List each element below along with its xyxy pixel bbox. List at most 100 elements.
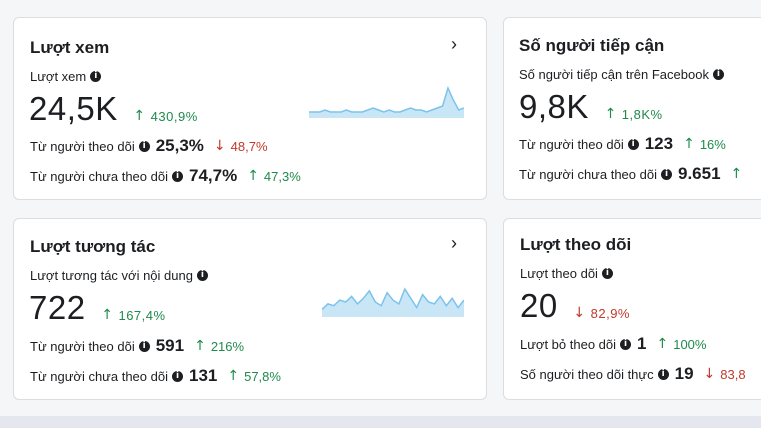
- reach-nonfollowers-value: 9.651: [677, 164, 721, 183]
- interactions-nonfollowers-value: 131: [188, 366, 218, 385]
- info-icon[interactable]: i: [620, 338, 632, 350]
- info-icon[interactable]: i: [171, 370, 183, 382]
- reach-followers-row: Từ người theo dõi i 123 ↑ 16%: [519, 134, 726, 154]
- follows-unfollows-value: 1: [637, 334, 647, 353]
- interactions-followers-row: Từ người theo dõi i 591 ↑ 216%: [30, 336, 244, 356]
- info-icon[interactable]: i: [171, 170, 183, 182]
- bottom-divider: [0, 416, 761, 428]
- interactions-nonfollowers-row: Từ người chưa theo dõi i 131 ↑ 57,8%: [30, 366, 281, 386]
- interactions-followers-change-text: 216%: [210, 338, 245, 354]
- arrow-up-icon: ↑: [604, 106, 617, 122]
- follows-net-change: ↓ 83,8: [704, 366, 746, 382]
- views-change-text: 430,9%: [150, 108, 198, 124]
- views-title: Lượt xem: [30, 38, 110, 57]
- follows-card[interactable]: Lượt theo dõi Lượt theo dõi i 20 ↓ 82,9%…: [503, 218, 761, 400]
- follows-change: ↓ 82,9%: [573, 305, 630, 321]
- interactions-metric-label-text: Lượt tương tác với nội dung: [30, 268, 193, 283]
- info-icon[interactable]: i: [660, 168, 672, 180]
- follows-net-change-text: 83,8: [720, 366, 746, 382]
- interactions-followers-label: Từ người theo dõi: [30, 338, 135, 354]
- info-icon[interactable]: i: [627, 138, 639, 150]
- arrow-down-icon: ↓: [703, 366, 716, 382]
- arrow-up-icon: ↑: [227, 368, 240, 384]
- interactions-title: Lượt tương tác: [30, 237, 156, 256]
- sparkline-area: [309, 88, 464, 118]
- interactions-nonfollowers-change: ↑ 57,8%: [227, 368, 281, 384]
- interactions-change-text: 167,4%: [118, 307, 166, 323]
- interactions-card[interactable]: Lượt tương tác › Lượt tương tác với nội …: [13, 218, 487, 400]
- views-nonfollowers-label: Từ người chưa theo dõi: [30, 168, 168, 184]
- arrow-up-icon: ↑: [247, 168, 259, 184]
- interactions-change: ↑ 167,4%: [101, 307, 165, 323]
- follows-unfollows-row: Lượt bỏ theo dõi i 1 ↑ 100%: [520, 334, 706, 354]
- views-value-text: 24,5K: [29, 90, 118, 127]
- arrow-up-icon: ↑: [683, 136, 695, 152]
- follows-change-text: 82,9%: [590, 305, 630, 321]
- sparkline-line: [309, 86, 464, 113]
- info-icon[interactable]: i: [138, 340, 150, 352]
- reach-followers-change: ↑ 16%: [683, 136, 726, 152]
- interactions-metric-label: Lượt tương tác với nội dung i: [30, 268, 208, 283]
- follows-net-row: Số người theo dõi thực i 19 ↓ 83,8: [520, 364, 746, 384]
- views-change: ↑ 430,9%: [133, 108, 197, 124]
- reach-followers-change-text: 16%: [699, 136, 726, 152]
- info-icon[interactable]: i: [712, 69, 724, 80]
- reach-metric-label: Số người tiếp cận trên Facebook i: [519, 67, 724, 82]
- reach-nonfollowers-change: ↑: [731, 166, 748, 182]
- follows-unfollows-change-text: 100%: [673, 336, 707, 352]
- interactions-followers-change: ↑ 216%: [194, 338, 244, 354]
- views-followers-label: Từ người theo dõi: [30, 138, 135, 154]
- chevron-right-icon[interactable]: ›: [451, 233, 457, 253]
- info-icon[interactable]: i: [90, 71, 102, 82]
- follows-value-text: 20: [520, 287, 558, 324]
- sparkline-line: [322, 287, 464, 310]
- follows-net-label: Số người theo dõi thực: [520, 366, 654, 382]
- interactions-followers-value: 591: [155, 336, 185, 355]
- views-nonfollowers-change-text: 47,3%: [263, 168, 301, 184]
- views-followers-change: ↓ 48,7%: [214, 138, 268, 154]
- reach-value: 9,8K ↑ 1,8K%: [519, 88, 663, 126]
- views-value: 24,5K ↑ 430,9%: [29, 90, 198, 128]
- views-followers-change-text: 48,7%: [230, 138, 268, 154]
- chevron-right-icon[interactable]: ›: [451, 34, 457, 54]
- arrow-down-icon: ↓: [213, 138, 226, 154]
- arrow-up-icon: ↑: [730, 166, 743, 182]
- interactions-nonfollowers-change-text: 57,8%: [244, 368, 281, 384]
- reach-title: Số người tiếp cận: [519, 36, 665, 55]
- views-metric-label: Lượt xem i: [30, 69, 102, 84]
- interactions-nonfollowers-label: Từ người chưa theo dõi: [30, 368, 168, 384]
- reach-nonfollowers-label: Từ người chưa theo dõi: [519, 166, 657, 182]
- reach-change-text: 1,8K%: [621, 106, 663, 122]
- info-icon[interactable]: i: [601, 268, 613, 279]
- views-nonfollowers-change: ↑ 47,3%: [247, 168, 301, 184]
- follows-unfollows-label: Lượt bỏ theo dõi: [520, 336, 617, 352]
- reach-card[interactable]: Số người tiếp cận Số người tiếp cận trên…: [503, 17, 761, 200]
- info-icon[interactable]: i: [196, 270, 208, 281]
- arrow-up-icon: ↑: [101, 307, 114, 323]
- views-nonfollowers-value: 74,7%: [188, 166, 238, 185]
- arrow-up-icon: ↑: [656, 336, 669, 352]
- follows-metric-label: Lượt theo dõi i: [520, 266, 613, 281]
- follows-net-value: 19: [674, 364, 694, 383]
- interactions-value-text: 722: [29, 289, 86, 326]
- views-sparkline: [309, 86, 464, 118]
- views-card[interactable]: Lượt xem › Lượt xem i 24,5K ↑ 430,9% Từ …: [13, 17, 487, 200]
- info-icon[interactable]: i: [657, 368, 669, 380]
- arrow-down-icon: ↓: [573, 305, 586, 321]
- views-followers-row: Từ người theo dõi i 25,3% ↓ 48,7%: [30, 136, 268, 156]
- reach-change: ↑ 1,8K%: [605, 106, 663, 122]
- arrow-up-icon: ↑: [133, 108, 146, 124]
- reach-nonfollowers-row: Từ người chưa theo dõi i 9.651 ↑: [519, 164, 747, 184]
- follows-unfollows-change: ↑ 100%: [656, 336, 706, 352]
- views-metric-label-text: Lượt xem: [30, 69, 87, 84]
- follows-value: 20 ↓ 82,9%: [520, 287, 630, 325]
- arrow-up-icon: ↑: [194, 338, 206, 354]
- reach-followers-label: Từ người theo dõi: [519, 136, 624, 152]
- follows-title: Lượt theo dõi: [520, 235, 632, 254]
- sparkline-area: [322, 289, 464, 317]
- reach-followers-value: 123: [644, 134, 674, 153]
- info-icon[interactable]: i: [138, 140, 150, 152]
- views-followers-value: 25,3%: [155, 136, 204, 155]
- follows-metric-label-text: Lượt theo dõi: [520, 266, 598, 281]
- interactions-value: 722 ↑ 167,4%: [29, 289, 166, 327]
